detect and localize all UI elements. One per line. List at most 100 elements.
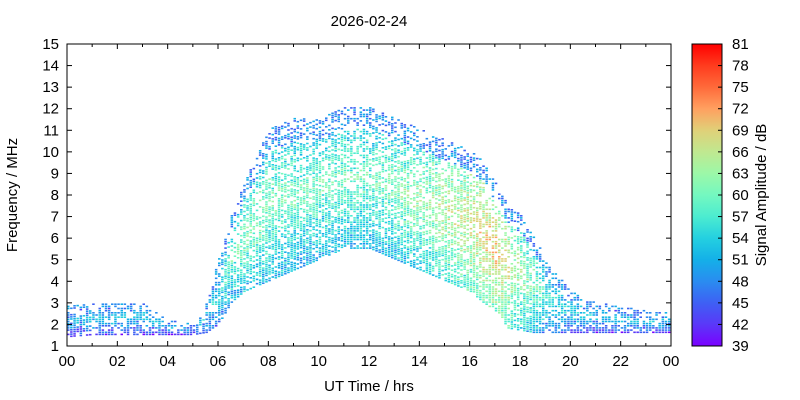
heatmap-cell [98,329,101,331]
heatmap-cell [450,250,454,252]
heatmap-cell [318,135,322,137]
heatmap-cell [372,110,375,113]
heatmap-cell [230,215,234,217]
heatmap-cell [258,249,262,251]
heatmap-cell [391,200,394,203]
heatmap-cell [520,223,523,226]
heatmap-cell [334,193,337,195]
heatmap-cell [564,318,567,321]
heatmap-cell [280,246,284,248]
heatmap-cell [535,331,539,334]
heatmap-cell [450,178,454,181]
heatmap-cell [400,196,403,198]
heatmap-cell [246,263,249,265]
heatmap-cell [472,219,476,222]
heatmap-cell [277,200,281,202]
heatmap-cell [409,137,413,140]
heatmap-cell [199,323,202,326]
heatmap-cell [315,240,318,242]
heatmap-cell [469,249,473,252]
heatmap-cell [457,203,460,205]
heatmap-cell [472,243,476,246]
heatmap-cell [227,261,230,263]
heatmap-cell [362,236,366,239]
heatmap-cell [290,263,293,266]
heatmap-cell [529,238,532,240]
heatmap-cell [343,117,347,120]
heatmap-cell [400,153,403,155]
heatmap-cell [403,212,407,215]
heatmap-cell [321,140,325,142]
heatmap-cell [280,226,284,229]
heatmap-cell [639,331,642,334]
heatmap-cell [535,309,539,312]
heatmap-cell [564,331,567,334]
heatmap-cell [227,300,230,302]
heatmap-cell [453,229,457,232]
heatmap-cell [516,313,520,316]
heatmap-cell [494,240,498,243]
heatmap-cell [265,140,268,143]
heatmap-cell [526,285,529,287]
heatmap-cell [479,238,482,240]
heatmap-cell [485,180,488,183]
heatmap-cell [221,308,224,311]
heatmap-cell [476,185,479,188]
heatmap-cell [431,190,435,192]
heatmap-cell [277,245,281,247]
heatmap-cell [258,266,262,269]
heatmap-cell [507,251,510,254]
heatmap-cell [325,231,328,234]
heatmap-cell [413,138,416,141]
heatmap-cell [406,190,410,192]
heatmap-cell [243,266,246,269]
heatmap-cell [457,192,460,194]
heatmap-cell [236,248,240,250]
heatmap-cell [457,213,460,216]
heatmap-cell [482,281,485,284]
heatmap-cell [438,236,441,238]
heatmap-cell [369,117,372,120]
heatmap-cell [523,323,526,325]
heatmap-cell [362,247,366,249]
heatmap-cell [309,253,312,256]
heatmap-cell [413,173,416,175]
heatmap-cell [353,133,356,135]
heatmap-cell [362,184,366,187]
heatmap-cell [101,312,105,314]
heatmap-cell [255,181,259,184]
heatmap-cell [67,316,70,318]
heatmap-cell [76,317,79,320]
heatmap-cell [598,305,602,308]
heatmap-cell [469,236,473,239]
heatmap-cell [611,329,614,331]
heatmap-cell [378,249,381,251]
heatmap-cell [76,319,79,322]
heatmap-cell [491,178,495,180]
heatmap-cell [520,277,523,280]
heatmap-cell [397,240,400,242]
heatmap-cell [441,239,444,242]
heatmap-cell [652,320,655,323]
heatmap-cell [482,271,485,273]
heatmap-cell [312,159,315,161]
heatmap-cell [482,266,485,269]
heatmap-cell [359,107,363,109]
heatmap-cell [293,189,296,191]
heatmap-cell [447,205,451,208]
heatmap-cell [409,163,413,166]
heatmap-cell [365,217,369,219]
heatmap-cell [520,245,523,247]
heatmap-cell [469,182,473,185]
heatmap-cell [494,182,498,185]
heatmap-cell [296,205,300,207]
heatmap-cell [416,248,419,250]
heatmap-cell [218,273,221,275]
heatmap-cell [457,198,460,201]
heatmap-cell [70,316,73,318]
heatmap-cell [538,266,542,269]
heatmap-cell [438,251,441,253]
heatmap-cell [265,218,268,221]
heatmap-cell [252,215,256,217]
heatmap-cell [485,217,488,219]
